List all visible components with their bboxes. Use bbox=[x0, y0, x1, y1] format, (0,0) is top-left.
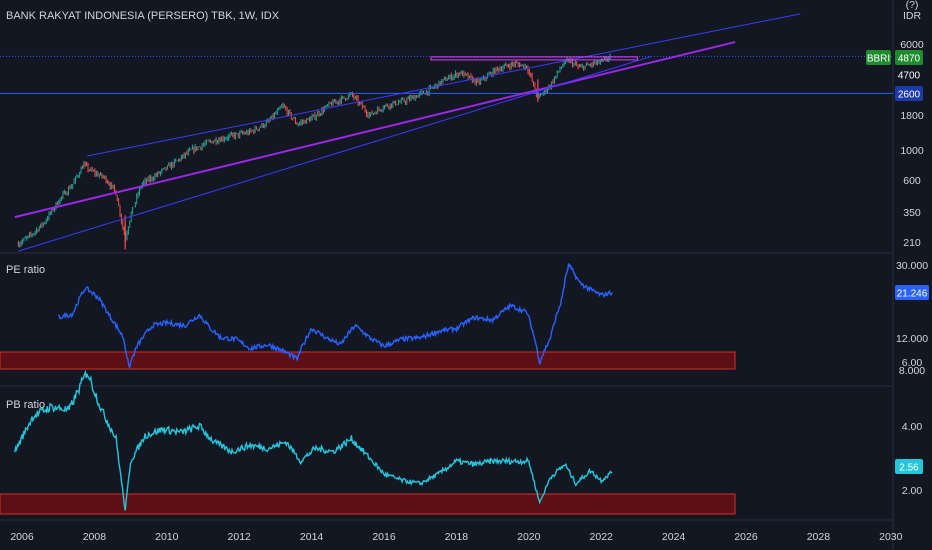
pe-ratio-series bbox=[58, 263, 613, 370]
x-axis-tick: 2020 bbox=[517, 531, 541, 543]
pb-axis-tick: 6.00 bbox=[902, 357, 923, 369]
pb-current-tag-bg bbox=[895, 459, 923, 474]
pe-axis-tick: 30.000 bbox=[896, 260, 928, 272]
chart-title: BANK RAKYAT INDONESIA (PERSERO) TBK, 1W,… bbox=[6, 10, 280, 22]
x-axis-tick: 2016 bbox=[372, 531, 396, 543]
ticker-tag: BBRI bbox=[867, 54, 890, 65]
price-axis-tick: 1800 bbox=[900, 110, 924, 122]
currency-top-label: (?) bbox=[906, 0, 919, 11]
x-axis-tick: 2018 bbox=[445, 531, 469, 543]
x-axis-tick: 2024 bbox=[662, 531, 686, 543]
level-4700-tag-bg bbox=[895, 67, 923, 82]
level-2600-tag-bg bbox=[895, 86, 923, 101]
price-axis-tick: 210 bbox=[903, 237, 921, 249]
pe-axis-tick: 8.000 bbox=[899, 365, 925, 377]
level-2600-tag: 2600 bbox=[898, 90, 921, 101]
pe-panel-title: PE ratio bbox=[6, 264, 45, 276]
price-candles bbox=[17, 53, 611, 250]
x-axis-tick: 2014 bbox=[300, 531, 324, 543]
x-axis-tick: 2026 bbox=[734, 531, 758, 543]
channel-lower bbox=[18, 55, 653, 252]
price-axis-tick: 1000 bbox=[900, 145, 924, 157]
pe-current-tag-bg bbox=[895, 285, 929, 300]
pb-ratio-line bbox=[14, 369, 613, 511]
x-axis-tick: 2028 bbox=[807, 531, 831, 543]
pb-current-tag: 2.56 bbox=[899, 463, 919, 474]
level-4700-tag: 4700 bbox=[898, 71, 921, 82]
pb-oversold-zone bbox=[0, 493, 736, 515]
channel-upper bbox=[87, 13, 801, 157]
pe-current-tag: 21.246 bbox=[897, 289, 928, 300]
pe-ratio-line bbox=[58, 263, 613, 370]
x-axis-tick: 2022 bbox=[590, 531, 614, 543]
currency-label: IDR bbox=[903, 10, 922, 22]
resistance-band bbox=[430, 56, 638, 61]
last-price-tag: 4870 bbox=[898, 54, 921, 65]
price-axis-tick: 600 bbox=[903, 175, 921, 187]
pb-axis-tick: 4.00 bbox=[902, 421, 923, 433]
pe-axis-tick: 12.000 bbox=[896, 333, 928, 345]
x-axis-tick: 2008 bbox=[83, 531, 107, 543]
x-axis-tick: 2006 bbox=[10, 531, 34, 543]
x-axis-tick: 2012 bbox=[228, 531, 252, 543]
x-axis-tick: 2010 bbox=[155, 531, 179, 543]
pb-ratio-series bbox=[14, 369, 613, 511]
ticker-tag-bg bbox=[866, 50, 891, 65]
x-axis-tick: 2030 bbox=[879, 531, 903, 543]
last-price-tag-bg bbox=[895, 50, 923, 65]
pb-panel-title: PB ratio bbox=[6, 399, 45, 411]
channel-middle bbox=[14, 41, 736, 219]
price-axis-tick: 350 bbox=[903, 207, 921, 219]
pb-axis-tick: 2.00 bbox=[902, 485, 923, 497]
pe-oversold-zone bbox=[0, 351, 736, 370]
price-axis-tick: 6000 bbox=[900, 39, 924, 51]
